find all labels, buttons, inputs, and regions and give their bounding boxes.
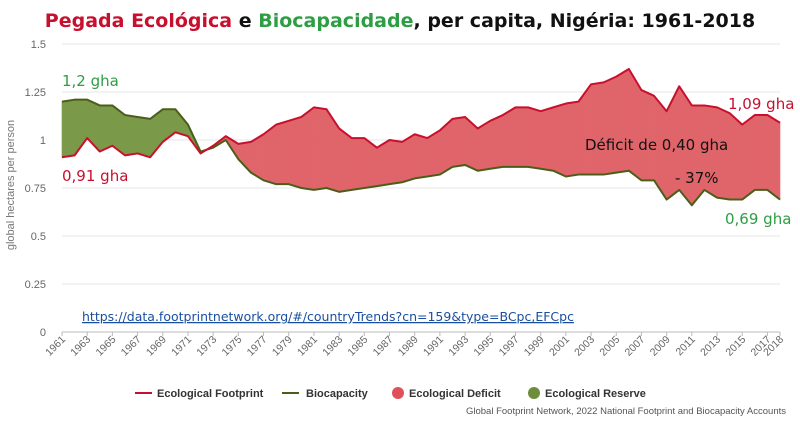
deficit-area-segment (351, 137, 365, 191)
y-tick-label: 1 (40, 135, 46, 147)
x-tick-label: 1967 (119, 334, 144, 359)
annotation-deficit-percent: - 37% (675, 169, 719, 187)
y-tick-label: 0.75 (25, 183, 46, 195)
y-tick-label: 1.25 (25, 87, 46, 99)
legend-item-biocapacity[interactable]: Biocapacity (282, 388, 369, 400)
deficit-area-segment (414, 133, 428, 179)
deficit-area-segment (515, 107, 529, 168)
deficit-area-segment (464, 116, 478, 172)
deficit-area-segment (729, 112, 743, 200)
x-tick-label: 1961 (43, 334, 68, 359)
x-tick-label: 1983 (320, 334, 345, 359)
x-tick-label: 2013 (698, 334, 723, 359)
annotation-start-footprint: 0,91 gha (62, 167, 128, 185)
deficit-area-segment (754, 114, 768, 191)
legend-deficit-circle-icon (392, 387, 404, 399)
deficit-area-segment (590, 82, 604, 175)
deficit-area-segment (326, 108, 340, 193)
y-tick-label: 1.5 (31, 39, 46, 51)
title-rest: , per capita, Nigéria: 1961-2018 (414, 10, 756, 32)
deficit-area-segment (552, 103, 567, 177)
deficit-area-segment (741, 114, 756, 201)
deficit-area-segment (540, 106, 554, 172)
biocapacity-line (61, 98, 781, 207)
x-tick-label: 2011 (673, 334, 698, 359)
legend-reserve-label: Ecological Reserve (545, 388, 646, 400)
x-tick-label: 2001 (547, 334, 572, 359)
y-tick-label: 0.25 (25, 279, 46, 291)
x-tick-label: 2015 (723, 334, 748, 359)
deficit-area-segment (452, 116, 466, 168)
deficit-area-segment (615, 68, 630, 173)
x-tick-label: 1979 (270, 334, 295, 359)
annotation-start-biocapacity: 1,2 gha (62, 72, 119, 90)
reserve-area-segment (99, 105, 113, 152)
x-tick-label: 1999 (522, 334, 547, 359)
legend-item-deficit[interactable]: Ecological Deficit (392, 387, 501, 400)
x-tick-label: 2007 (623, 334, 648, 359)
plot-areas (61, 67, 781, 207)
y-tick-label: 0.5 (31, 231, 46, 243)
legend-footprint-label: Ecological Footprint (157, 388, 264, 400)
deficit-area-segment (301, 106, 315, 191)
x-tick-label: 2003 (572, 334, 597, 359)
x-tick-label: 1987 (371, 334, 396, 359)
reserve-area-segment (61, 99, 75, 158)
legend-deficit-label: Ecological Deficit (409, 388, 501, 400)
y-tick-label: 0 (40, 327, 46, 339)
deficit-area-segment (275, 120, 290, 185)
annotation-end-footprint: 1,09 gha (728, 95, 794, 113)
deficit-area-segment (691, 105, 705, 207)
deficit-area-segment (502, 106, 516, 168)
x-tick-label: 1989 (396, 334, 421, 359)
x-tick-label: 1975 (219, 334, 244, 359)
legend-reserve-circle-icon (528, 387, 540, 399)
deficit-area-segment (527, 106, 541, 170)
deficit-area-segment (238, 141, 252, 174)
source-url-link[interactable]: https://data.footprintnetwork.org/#/coun… (82, 309, 574, 324)
y-axis-label: global hectares per person (5, 120, 17, 250)
x-tick-label: 1963 (68, 334, 93, 359)
deficit-area-segment (603, 76, 617, 175)
title-footprint: Pegada Ecológica (45, 10, 232, 32)
legend: Ecological Footprint Biocapacity Ecologi… (135, 387, 646, 400)
title-and: e (232, 10, 258, 32)
x-tick-label: 1995 (471, 334, 496, 359)
x-tick-label: 1971 (169, 334, 194, 359)
deficit-area-segment (389, 139, 403, 185)
title-biocapacity: Biocapacidade (258, 10, 413, 32)
reserve-area-segment (124, 114, 138, 156)
x-tick-label: 1981 (295, 334, 320, 359)
x-tick-label: 1997 (497, 334, 522, 359)
x-tick-label: 1969 (144, 334, 169, 359)
legend-biocapacity-label: Biocapacity (306, 388, 369, 400)
annotation-end-biocapacity: 0,69 gha (725, 210, 791, 228)
deficit-area-segment (767, 114, 781, 201)
source-credit: Global Footprint Network, 2022 National … (466, 406, 786, 417)
chart-title: Pegada Ecológica e Biocapacidade, per ca… (45, 10, 755, 32)
footprint-line (61, 67, 781, 159)
deficit-area-segment (565, 101, 579, 177)
legend-item-reserve[interactable]: Ecological Reserve (528, 387, 646, 400)
x-axis-ticks: 1961 1963 1965 1967 1969 1971 1973 1975 1977 1979… (43, 332, 786, 359)
x-tick-label: 1991 (421, 334, 446, 359)
plot-lines (61, 67, 781, 207)
deficit-area-segment (439, 118, 453, 176)
deficit-area-segment (313, 107, 327, 191)
x-tick-label: 1977 (245, 334, 270, 359)
deficit-area-segment (489, 114, 504, 170)
x-tick-label: 2005 (597, 334, 622, 359)
deficit-area-segment (338, 127, 353, 193)
reserve-area-segment (137, 116, 151, 158)
x-tick-label: 1965 (94, 334, 119, 359)
legend-item-footprint[interactable]: Ecological Footprint (135, 388, 264, 400)
x-tick-label: 1985 (345, 334, 370, 359)
annotation-deficit-label: Déficit de 0,40 gha (585, 136, 728, 154)
x-tick-label: 2009 (648, 334, 673, 359)
x-tick-label: 1993 (446, 334, 471, 359)
y-axis-ticks: 0 0.25 0.5 0.75 1 1.25 1.5 (25, 39, 46, 339)
deficit-area-segment (288, 116, 302, 189)
x-tick-label: 1973 (194, 334, 219, 359)
